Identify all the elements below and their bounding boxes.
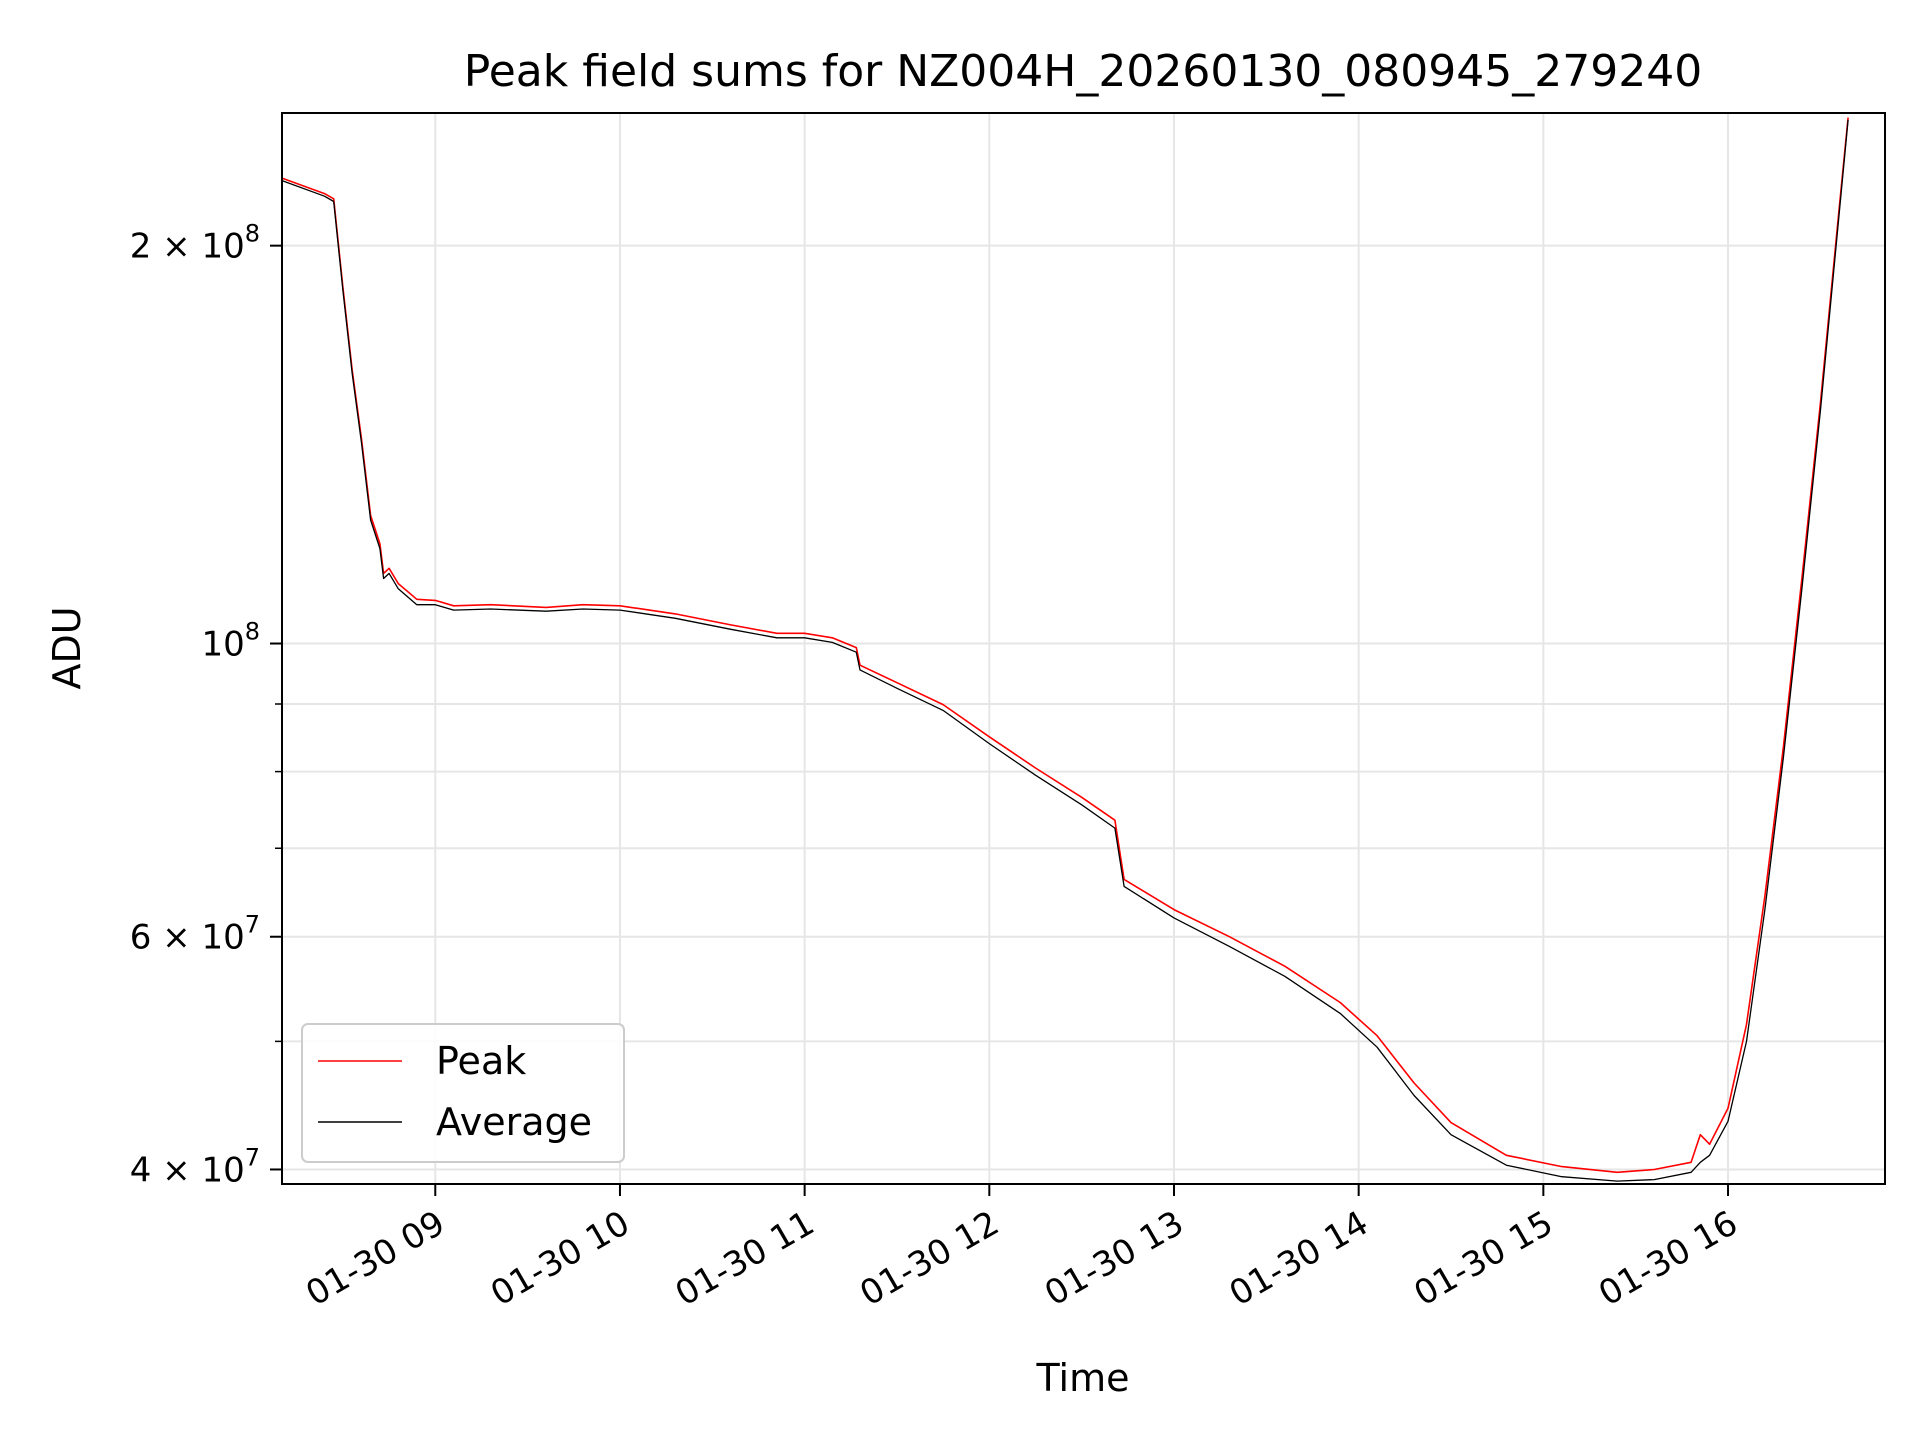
legend-peak-label: Peak xyxy=(436,1039,526,1083)
legend-average-label: Average xyxy=(436,1100,592,1144)
series-line-average xyxy=(281,119,1849,1182)
y-tick-label-exponent: 7 xyxy=(245,911,260,939)
series-layer xyxy=(281,117,1849,1182)
y-tick-label: 108 xyxy=(201,618,260,665)
y-tick-label-exponent: 7 xyxy=(245,1143,260,1171)
legend: Peak Average xyxy=(301,1023,625,1163)
plot-frame xyxy=(281,112,1886,1185)
y-tick-label: 4 × 107 xyxy=(130,1143,260,1190)
y-tick-label-base: 10 xyxy=(201,625,244,665)
series-line-peak xyxy=(281,117,1849,1174)
y-tick-label: 6 × 107 xyxy=(130,911,260,958)
legend-box xyxy=(301,1023,625,1163)
y-tick-label-exponent: 8 xyxy=(245,618,260,646)
x-axis-label: Time xyxy=(1036,1356,1130,1400)
y-tick-label-base: 6 × 10 xyxy=(130,918,245,958)
chart-title: Peak field sums for NZ004H_20260130_0809… xyxy=(464,46,1702,97)
y-tick-label: 2 × 108 xyxy=(130,220,260,267)
y-axis-label: ADU xyxy=(45,606,89,689)
y-tick-label-base: 4 × 10 xyxy=(130,1150,245,1190)
y-tick-label-exponent: 8 xyxy=(245,220,260,248)
y-tick-label-base: 2 × 10 xyxy=(130,227,245,267)
